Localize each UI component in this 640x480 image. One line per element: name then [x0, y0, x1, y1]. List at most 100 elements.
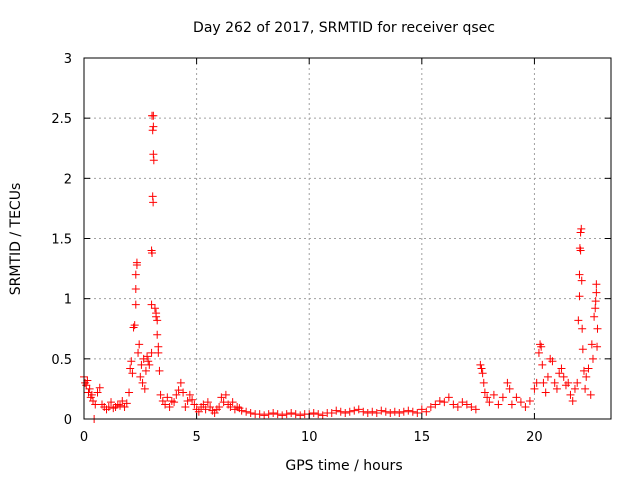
data-point: [246, 408, 255, 417]
data-point: [132, 258, 141, 267]
data-point: [381, 407, 390, 416]
data-point: [136, 372, 145, 381]
data-point: [89, 396, 98, 405]
data-point: [503, 378, 512, 387]
data-point: [555, 369, 564, 378]
data-point: [158, 396, 167, 405]
data-point: [564, 378, 573, 387]
data-point: [127, 357, 136, 366]
y-tick-labels: 0 0.5 1 1.5 2 2.5 3: [51, 52, 72, 428]
data-point: [221, 390, 230, 399]
data-point: [592, 288, 601, 297]
data-point: [131, 285, 140, 294]
data-point: [107, 398, 116, 407]
data-point: [584, 364, 593, 373]
data-point: [155, 366, 164, 375]
data-point: [550, 378, 559, 387]
data-point: [153, 316, 162, 325]
data-point: [587, 340, 596, 349]
data-point: [483, 393, 492, 402]
data-point: [534, 348, 543, 357]
data-point: [548, 357, 557, 366]
data-point: [144, 357, 153, 366]
data-point: [570, 384, 579, 393]
data-point: [395, 408, 404, 417]
data-point: [476, 360, 485, 369]
grid-lines: [84, 58, 611, 419]
data-point: [377, 406, 386, 415]
data-point: [83, 376, 92, 385]
y-tick-label: 0: [64, 413, 72, 428]
y-tick-label: 3: [64, 52, 72, 67]
data-point: [125, 388, 134, 397]
data-point: [282, 410, 291, 419]
y-tick-label: 2: [64, 172, 72, 187]
axis-ticks: [83, 57, 611, 420]
data-point: [219, 398, 228, 407]
y-tick-label: 0.5: [51, 353, 72, 368]
data-point: [336, 407, 345, 416]
data-point: [590, 312, 599, 321]
data-point: [462, 400, 471, 409]
data-point: [574, 316, 583, 325]
data-point: [118, 396, 127, 405]
data-point: [578, 345, 587, 354]
data-point: [165, 402, 174, 411]
data-point: [143, 352, 152, 361]
data-point: [586, 390, 595, 399]
data-point: [368, 407, 377, 416]
data-point: [130, 321, 139, 330]
data-point: [521, 402, 530, 411]
data-point: [480, 388, 489, 397]
data-point: [498, 393, 507, 402]
data-point: [167, 396, 176, 405]
x-tick-label: 10: [301, 430, 318, 445]
data-point: [149, 111, 158, 120]
data-point: [386, 408, 395, 417]
data-point: [408, 407, 417, 416]
data-point: [341, 408, 350, 417]
data-point: [269, 408, 278, 417]
data-point: [431, 400, 440, 409]
data-point: [148, 248, 157, 257]
data-point: [581, 384, 590, 393]
data-point: [149, 122, 158, 131]
data-point: [255, 410, 264, 419]
data-point: [104, 402, 113, 411]
data-point: [568, 396, 577, 405]
data-point: [350, 406, 359, 415]
data-point: [489, 390, 498, 399]
data-point: [593, 324, 602, 333]
data-point: [458, 398, 467, 407]
data-point: [505, 384, 514, 393]
data-point: [516, 398, 525, 407]
data-point: [179, 388, 188, 397]
data-point: [449, 400, 458, 409]
data-point: [217, 393, 226, 402]
data-point: [399, 407, 408, 416]
data-point: [156, 390, 165, 399]
data-point: [494, 400, 503, 409]
data-point: [577, 276, 586, 285]
data-point: [507, 400, 516, 409]
data-point: [426, 402, 435, 411]
data-point: [575, 292, 584, 301]
data-point: [591, 304, 600, 313]
x-tick-label: 5: [192, 430, 200, 445]
data-point: [176, 378, 185, 387]
data-point: [242, 407, 251, 416]
data-point: [172, 390, 181, 399]
data-point: [578, 324, 587, 333]
data-point: [576, 228, 585, 237]
x-tick-label: 20: [526, 430, 543, 445]
data-point: [228, 398, 237, 407]
data-point: [539, 378, 548, 387]
data-point: [404, 406, 413, 415]
data-point: [163, 393, 172, 402]
data-point: [478, 369, 487, 378]
data-point: [359, 407, 368, 416]
data-point: [134, 348, 143, 357]
data-point: [145, 360, 154, 369]
x-tick-label: 0: [80, 430, 88, 445]
